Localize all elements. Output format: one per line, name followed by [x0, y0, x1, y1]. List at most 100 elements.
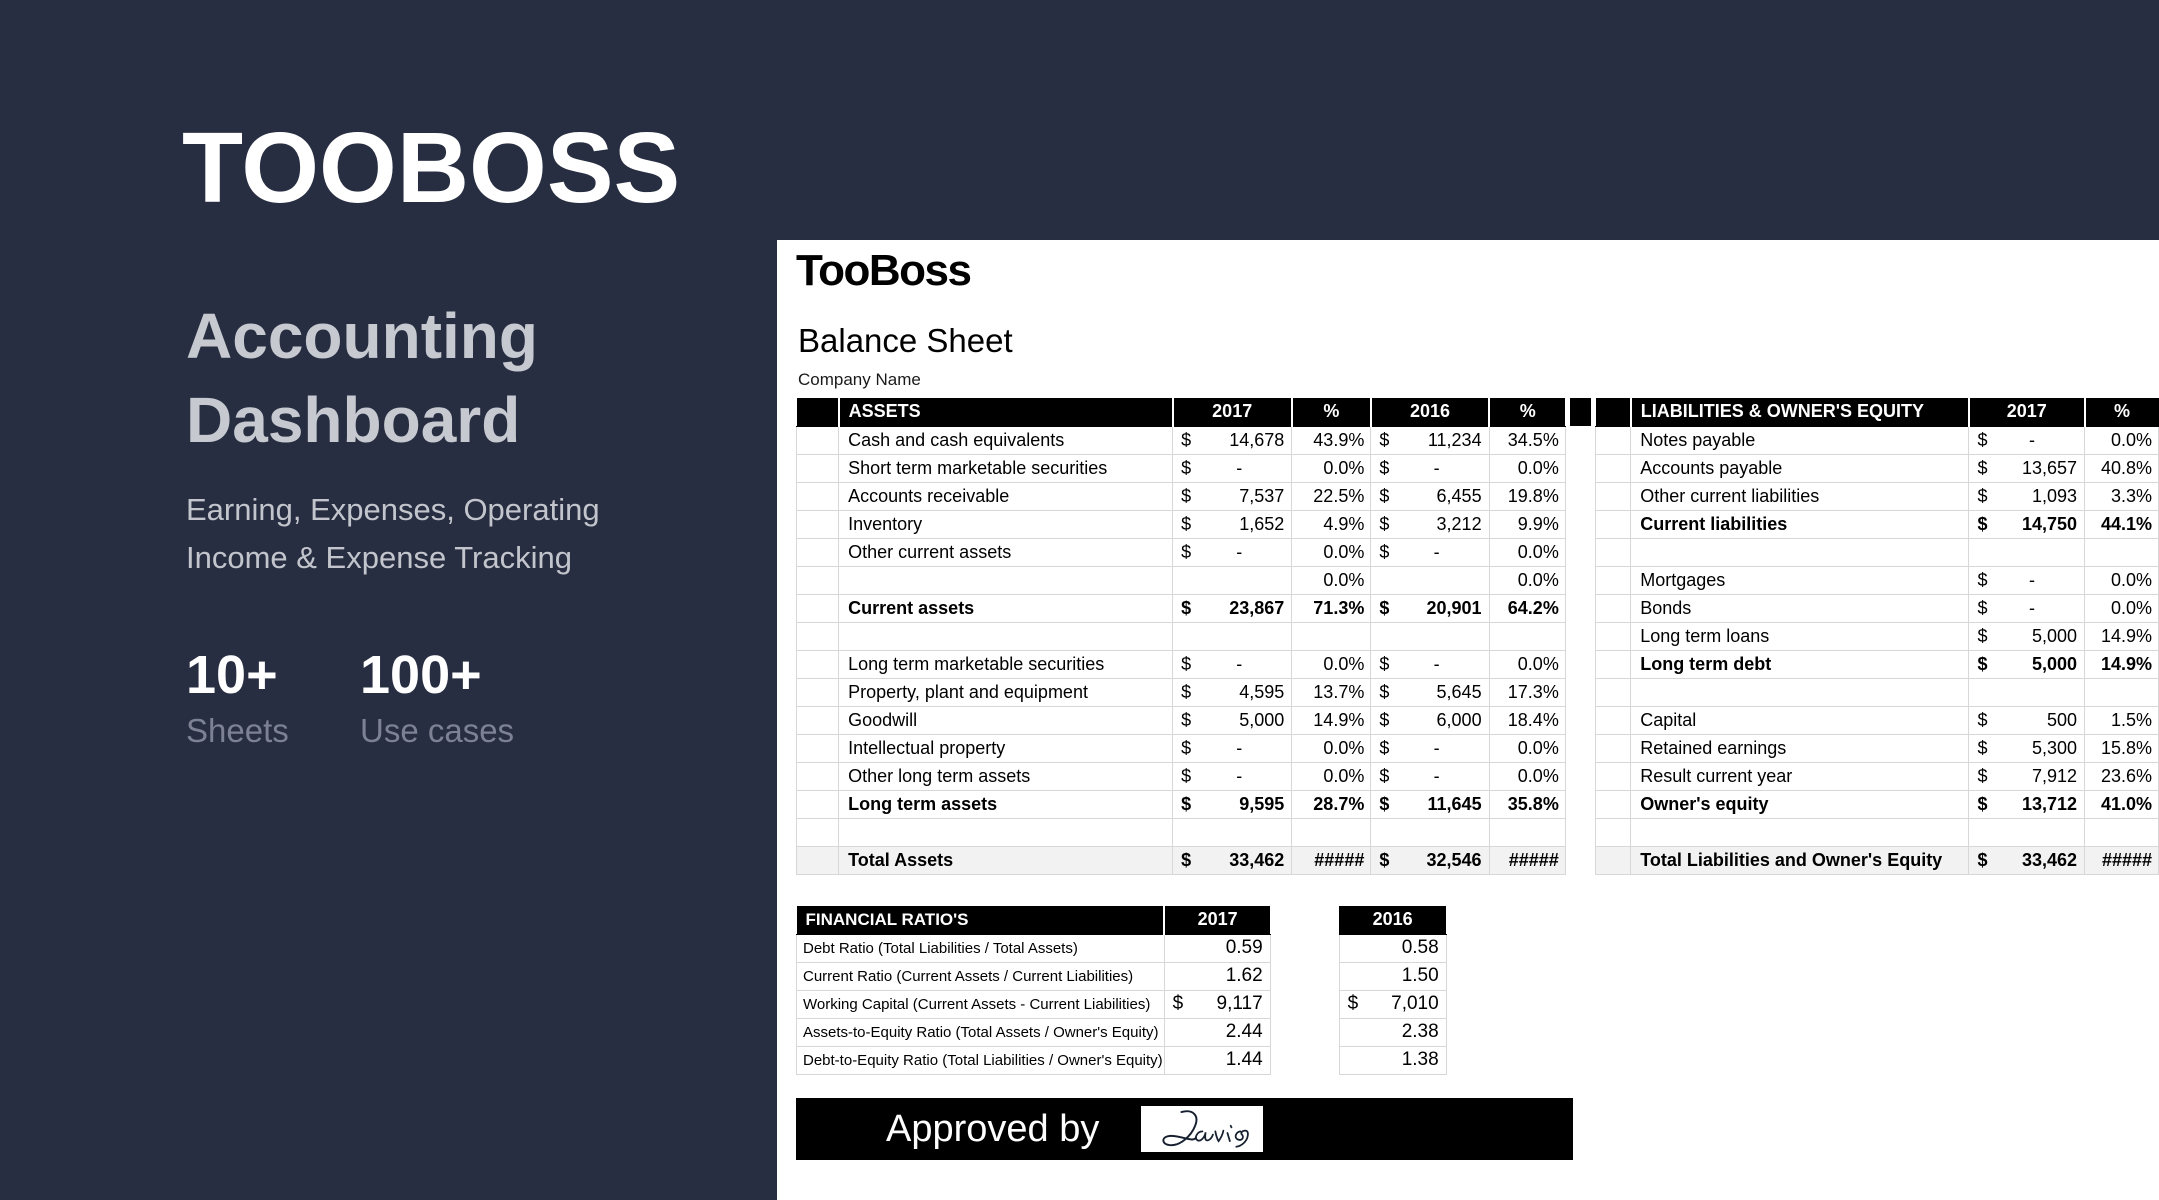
- cell-amount: $9,595: [1172, 789, 1293, 819]
- ratio-row-2016: 2.38: [1338, 1017, 1447, 1047]
- ratio-row-2016: 1.50: [1338, 961, 1447, 991]
- cell-amount: [1172, 817, 1293, 847]
- cell-amount: $4,595: [1172, 677, 1293, 707]
- cell-percent: [2084, 817, 2159, 847]
- cell-percent: 28.7%: [1291, 789, 1372, 819]
- row-head-cell: [795, 817, 840, 847]
- liabilities-header-pct-2017: %: [2084, 398, 2159, 427]
- row-head-cell: [795, 761, 840, 791]
- cell-label: [1630, 817, 1970, 847]
- stat-sheets-value: 10+: [186, 645, 278, 705]
- liabilities-row: Bonds $ -0.0%: [1595, 593, 2159, 623]
- assets-header-row: ASSETS 2017 % 2016 %: [796, 398, 1566, 427]
- cell-label: Intellectual property: [838, 733, 1174, 763]
- assets-row: Long term assets $9,595 28.7% $11,645 35.8%: [795, 789, 1566, 819]
- cell-label: Mortgages: [1630, 565, 1970, 595]
- row-head-cell: [1595, 677, 1632, 707]
- row-head-cell: [795, 453, 840, 483]
- cell-amount: $11,645: [1370, 789, 1490, 819]
- cell-amount: $23,867: [1172, 593, 1293, 623]
- ratios-2016-header-row: 2016: [1339, 906, 1447, 935]
- row-head-cell: [795, 593, 840, 623]
- cell-amount: $ -: [1172, 649, 1293, 679]
- ratios-header-label: FINANCIAL RATIO'S: [796, 906, 1166, 935]
- cell-percent: 23.6%: [2084, 761, 2159, 791]
- cell-amount: $13,712: [1968, 789, 2086, 819]
- company-name-label: Company Name: [798, 370, 921, 389]
- page-subtitle: Earning, Expenses, Operating Income & Ex…: [186, 486, 600, 582]
- cell-amount: $ -: [1370, 761, 1490, 791]
- row-head-cell: [1595, 565, 1632, 595]
- cell-amount: [1172, 565, 1293, 595]
- cell-amount: $ -: [1370, 733, 1490, 763]
- gap-header-cell: [1569, 398, 1591, 426]
- row-head-cell: [795, 537, 840, 567]
- cell-amount: $5,000: [1968, 649, 2086, 679]
- ratio-label: Working Capital (Current Assets - Curren…: [796, 989, 1165, 1019]
- liabilities-row: Mortgages $ -0.0%: [1595, 565, 2159, 595]
- cell-percent: 0.0%: [1488, 537, 1566, 567]
- liabilities-row: Long term loans $5,000 14.9%: [1595, 621, 2159, 651]
- cell-amount: $ -: [1172, 453, 1293, 483]
- assets-row: Current assets $23,867 71.3% $20,901 64.2%: [795, 593, 1566, 623]
- balance-sheet-panel: TooBoss Balance Sheet Company Name ASSET…: [777, 240, 2159, 1200]
- cell-percent: 0.0%: [1291, 649, 1372, 679]
- table-gap-column: [1566, 398, 1596, 875]
- cell-percent: #####: [1291, 845, 1372, 875]
- cell-percent: 0.0%: [1291, 733, 1372, 763]
- stat-sheets-label: Sheets: [186, 712, 289, 749]
- cell-percent: 35.8%: [1488, 789, 1566, 819]
- cell-label: [838, 817, 1174, 847]
- assets-row: Short term marketable securities $ -0.0% $ -…: [795, 453, 1566, 483]
- liabilities-row: Result current year $7,912 23.6%: [1595, 761, 2159, 791]
- cell-amount: $33,462: [1172, 845, 1293, 875]
- cell-percent: 0.0%: [2084, 565, 2159, 595]
- stat-use-cases: 100+ Use cases: [360, 648, 514, 750]
- cell-label: Current liabilities: [1630, 509, 1970, 539]
- row-head-cell: [795, 649, 840, 679]
- cell-amount: $13,657: [1968, 453, 2086, 483]
- assets-row: Goodwill $5,000 14.9% $6,000 18.4%: [795, 705, 1566, 735]
- cell-percent: 1.5%: [2084, 705, 2159, 735]
- cell-amount: 1.38: [1338, 1045, 1447, 1075]
- liabilities-row: Retained earnings $5,300 15.8%: [1595, 733, 2159, 763]
- cell-label: Other current assets: [838, 537, 1174, 567]
- cell-amount: 0.59: [1163, 933, 1271, 963]
- cell-percent: 14.9%: [2084, 621, 2159, 651]
- cell-percent: 14.9%: [1291, 705, 1372, 735]
- cell-label: Goodwill: [838, 705, 1174, 735]
- cell-label: Owner's equity: [1630, 789, 1970, 819]
- row-head-cell: [795, 481, 840, 511]
- row-head-cell: [1595, 509, 1632, 539]
- row-head-cell: [795, 425, 840, 455]
- liabilities-header-row: LIABILITIES & OWNER'S EQUITY 2017 %: [1595, 398, 2159, 427]
- cell-percent: 0.0%: [2084, 425, 2159, 455]
- row-head-cell: [795, 565, 840, 595]
- cell-percent: 40.8%: [2084, 453, 2159, 483]
- row-head-cell: [795, 789, 840, 819]
- cell-percent: 0.0%: [1488, 453, 1566, 483]
- cell-label: Notes payable: [1630, 425, 1970, 455]
- row-head-cell: [795, 845, 840, 875]
- cell-percent: 0.0%: [1488, 649, 1566, 679]
- cell-amount: $ -: [1172, 537, 1293, 567]
- cell-percent: 0.0%: [1291, 537, 1372, 567]
- ratio-row-2016: $7,010: [1338, 989, 1447, 1019]
- cell-amount: $ -: [1370, 453, 1490, 483]
- row-head-cell: [1595, 621, 1632, 651]
- assets-row: [795, 817, 1566, 847]
- ratio-row-2016: 1.38: [1338, 1045, 1447, 1075]
- row-head-cell: [1595, 705, 1632, 735]
- cell-percent: 44.1%: [2084, 509, 2159, 539]
- cell-amount: $6,455: [1370, 481, 1490, 511]
- row-head-cell: [1595, 733, 1632, 763]
- liabilities-row: Other current liabilities $1,093 3.3%: [1595, 481, 2159, 511]
- cell-amount: $5,000: [1172, 705, 1293, 735]
- cell-label: Short term marketable securities: [838, 453, 1174, 483]
- row-head-cell: [1595, 789, 1632, 819]
- stat-sheets: 10+ Sheets: [186, 648, 289, 750]
- cell-percent: #####: [1488, 845, 1566, 875]
- cell-percent: 0.0%: [2084, 593, 2159, 623]
- cell-label: Retained earnings: [1630, 733, 1970, 763]
- cell-label: Inventory: [838, 509, 1174, 539]
